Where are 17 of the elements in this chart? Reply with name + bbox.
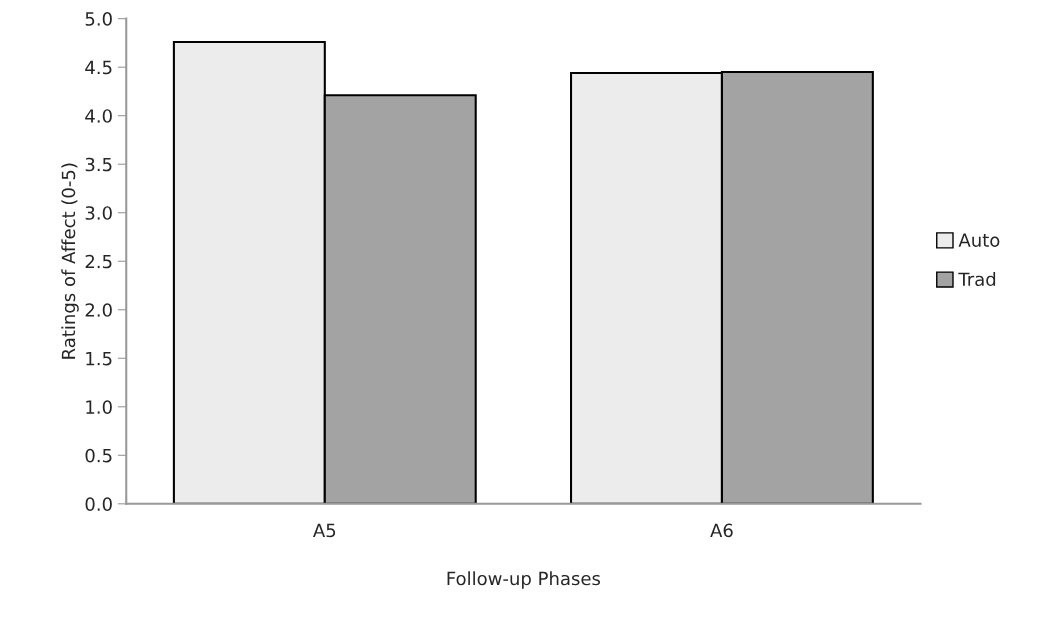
y-tick-label: 2.5 <box>85 254 112 269</box>
y-axis-title: Ratings of Affect (0-5) <box>61 163 79 359</box>
y-tick-label: 0.0 <box>85 497 112 511</box>
y-tick-label: 3.0 <box>85 206 112 220</box>
y-tick-label: 0.5 <box>85 448 112 463</box>
y-tick-label: 4.0 <box>85 109 112 123</box>
legend-label: Auto <box>958 233 1000 247</box>
y-tick-label: 1.0 <box>86 400 112 414</box>
x-axis-title: Follow-up Phases <box>447 571 601 589</box>
x-tick-label: A5 <box>313 523 336 538</box>
legend-label: Trad <box>958 272 996 287</box>
y-tick-label: 3.5 <box>85 157 112 172</box>
y-tick-label: 1.5 <box>86 351 112 366</box>
y-tick-label: 2.0 <box>85 303 112 317</box>
x-tick-label: A6 <box>710 523 733 538</box>
y-tick-label: 5.0 <box>85 12 112 26</box>
y-tick-label: 4.5 <box>85 60 112 75</box>
